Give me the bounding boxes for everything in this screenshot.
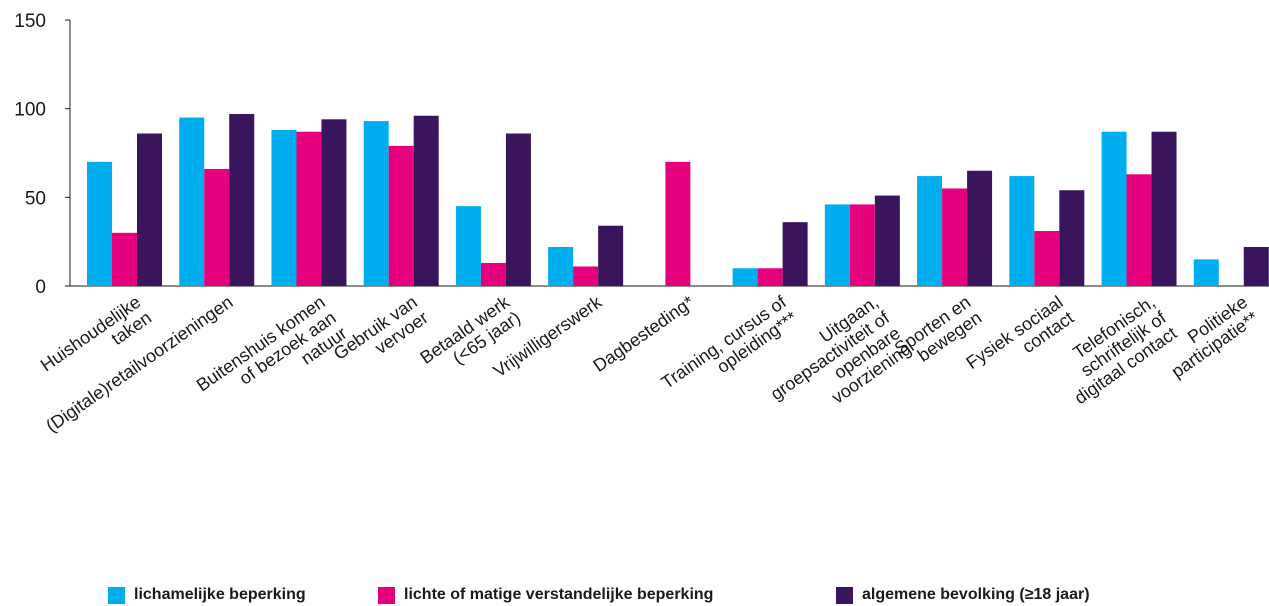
bar-series-3-cat-6 bbox=[598, 225, 624, 286]
y-tick-label: 0 bbox=[35, 277, 46, 298]
bar-series-1-cat-4 bbox=[363, 121, 389, 286]
bar-series-3-cat-12 bbox=[1151, 131, 1177, 286]
bar-series-3-cat-1 bbox=[137, 133, 162, 286]
bar-series-1-cat-1 bbox=[87, 161, 112, 286]
bar-series-3-cat-5 bbox=[505, 133, 531, 286]
x-category-label-text: Gebruik vanvervoer bbox=[330, 292, 432, 380]
legend-label-series-2: lichte of matige verstandelijke beperkin… bbox=[404, 586, 714, 603]
bar-series-2-cat-11 bbox=[1034, 231, 1060, 286]
bar-series-2-cat-5 bbox=[480, 262, 506, 286]
bar-series-2-cat-3 bbox=[296, 131, 322, 286]
bar-series-2-cat-7 bbox=[665, 161, 691, 286]
y-tick-label: 50 bbox=[25, 188, 46, 209]
legend-item-series-3: algemene bevolking (≥18 jaar) bbox=[836, 586, 1090, 604]
bar-series-3-cat-2 bbox=[229, 113, 255, 286]
chart-bars bbox=[87, 113, 1269, 287]
bar-series-3-cat-13 bbox=[1243, 246, 1269, 286]
bar-series-3-cat-9 bbox=[874, 195, 900, 286]
legend-swatch-series-1 bbox=[108, 586, 125, 604]
bar-series-1-cat-11 bbox=[1009, 176, 1035, 286]
y-tick-label: 100 bbox=[14, 100, 46, 121]
bar-series-1-cat-13 bbox=[1193, 259, 1219, 286]
bar-series-1-cat-9 bbox=[824, 204, 850, 286]
bar-series-3-cat-10 bbox=[967, 170, 993, 286]
x-category-label: Gebruik vanvervoer bbox=[330, 292, 432, 380]
bar-series-3-cat-3 bbox=[321, 119, 347, 286]
bar-series-1-cat-8 bbox=[732, 268, 758, 286]
bar-series-2-cat-8 bbox=[757, 268, 783, 286]
legend-item-series-2: lichte of matige verstandelijke beperkin… bbox=[378, 586, 713, 604]
bar-series-1-cat-3 bbox=[271, 129, 297, 286]
category-labels: Huishoudelijketaken(Digitale)retailvoorz… bbox=[37, 291, 1262, 436]
legend-item-series-1: lichamelijke beperking bbox=[108, 586, 306, 604]
bar-series-3-cat-8 bbox=[782, 222, 808, 286]
legend-swatch-series-3 bbox=[836, 586, 853, 604]
bar-series-2-cat-2 bbox=[204, 168, 230, 286]
bar-series-3-cat-4 bbox=[413, 115, 439, 286]
x-category-label: Fysiek sociaalcontact bbox=[962, 292, 1077, 389]
legend-swatch-series-2 bbox=[378, 586, 395, 604]
bar-series-1-cat-6 bbox=[548, 246, 574, 286]
bar-series-1-cat-2 bbox=[179, 117, 205, 287]
bar-series-2-cat-1 bbox=[112, 232, 137, 286]
bar-series-1-cat-5 bbox=[455, 206, 481, 286]
x-category-label-text: Fysiek sociaalcontact bbox=[962, 292, 1077, 389]
x-category-label: Telefonisch,schriftelijk ofdigitaal cont… bbox=[1049, 291, 1181, 408]
bar-series-3-cat-11 bbox=[1059, 190, 1085, 286]
legend-label-series-3: algemene bevolking (≥18 jaar) bbox=[862, 586, 1090, 603]
bar-series-2-cat-12 bbox=[1126, 174, 1152, 286]
bar-series-1-cat-12 bbox=[1101, 131, 1127, 286]
bar-series-2-cat-9 bbox=[849, 204, 875, 286]
bar-chart: 0 50 100 150 Huishoudelijketaken(Digitale)r… bbox=[14, 11, 1269, 436]
bar-series-2-cat-4 bbox=[388, 145, 414, 286]
bar-series-2-cat-6 bbox=[573, 266, 599, 286]
bar-series-2-cat-10 bbox=[942, 188, 968, 286]
bar-series-1-cat-10 bbox=[917, 176, 943, 286]
y-tick-label: 150 bbox=[14, 11, 46, 32]
chart-legend: lichamelijke beperking lichte of matige … bbox=[0, 586, 1269, 606]
x-category-label-text: Telefonisch,schriftelijk ofdigitaal cont… bbox=[1049, 291, 1181, 408]
legend-label-series-1: lichamelijke beperking bbox=[134, 586, 306, 603]
